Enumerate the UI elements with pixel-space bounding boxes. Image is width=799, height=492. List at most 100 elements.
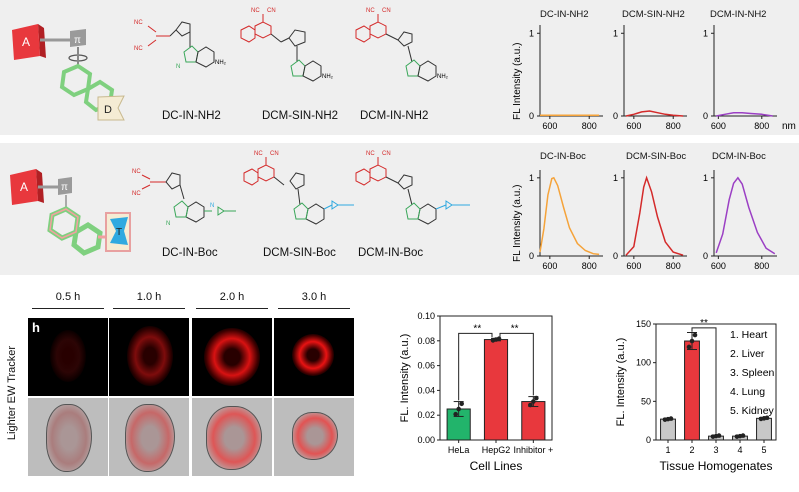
chart-title: DCM-IN-NH2 bbox=[710, 9, 767, 20]
x-tick-label: 600 bbox=[542, 121, 557, 131]
y-tick-label: 1 bbox=[703, 173, 708, 183]
legend-item: 5. Kidney bbox=[730, 405, 775, 417]
compound-label: DCM-IN-NH2 bbox=[360, 110, 429, 122]
x-tick-label: 600 bbox=[711, 261, 726, 271]
spectrum-line bbox=[625, 175, 684, 256]
data-point bbox=[534, 395, 539, 401]
spectrum-chart: 0 1 600 800 bbox=[613, 25, 687, 131]
fluorescence-image bbox=[274, 318, 354, 396]
y-tick-label: 1 bbox=[613, 28, 618, 38]
y-tick-label: 1 bbox=[703, 28, 708, 38]
data-point bbox=[740, 433, 746, 438]
chart-title: DC-IN-Boc bbox=[540, 151, 586, 162]
significance-label: ** bbox=[473, 323, 481, 334]
legend-item: 1. Heart bbox=[730, 329, 767, 341]
y-tick-label: 0.10 bbox=[417, 311, 435, 321]
compound-label: DCM-IN-Boc bbox=[358, 247, 424, 259]
x-tick-label: HepG2 bbox=[482, 445, 511, 455]
compound-label: DCM-SIN-NH2 bbox=[262, 110, 339, 122]
bar bbox=[684, 340, 700, 441]
svg-text:CN: CN bbox=[382, 8, 391, 14]
spectrum-chart: 0 1 600 800 bbox=[529, 25, 603, 131]
spectrum-line bbox=[716, 111, 773, 117]
spectrum-line bbox=[625, 110, 684, 117]
target-block: T bbox=[105, 212, 131, 252]
merged-image bbox=[192, 398, 272, 476]
structure-dc-in-nh2: NC NC NH₂ N bbox=[134, 20, 227, 70]
x-axis-label: Tissue Homogenates bbox=[660, 459, 773, 473]
merged-image bbox=[28, 398, 108, 476]
svg-text:NH₂: NH₂ bbox=[215, 60, 227, 66]
svg-text:NC: NC bbox=[251, 8, 260, 14]
legend-item: 4. Lung bbox=[730, 386, 765, 398]
data-point bbox=[764, 415, 770, 421]
svg-text:π: π bbox=[61, 182, 68, 193]
svg-text:CN: CN bbox=[270, 151, 279, 157]
structure-dcm-in-nh2: NC CN NH₂ bbox=[355, 8, 449, 82]
x-axis-label: Cell Lines bbox=[470, 459, 523, 473]
svg-text:π: π bbox=[74, 35, 81, 46]
time-underline bbox=[113, 308, 185, 309]
y-tick-label: 0.02 bbox=[417, 410, 435, 420]
spectrum-chart: 0 1 600 800 bbox=[529, 170, 603, 271]
significance-bracket bbox=[499, 332, 534, 396]
y-tick-label: 0 bbox=[703, 251, 708, 261]
y-tick-label: 50 bbox=[641, 396, 651, 406]
y-tick-label: 0.06 bbox=[417, 361, 435, 371]
significance-bracket bbox=[458, 332, 493, 401]
bar-chart: 0.00 0.02 0.04 0.06 0.08 0.10 HeLa HepG2 Inhibit… bbox=[399, 311, 553, 473]
time-underline bbox=[278, 308, 350, 309]
data-point bbox=[456, 406, 461, 412]
svg-text:A: A bbox=[20, 180, 28, 194]
structure-dc-in-boc: NC NC N N bbox=[132, 169, 236, 227]
y-tick-label: 0 bbox=[529, 251, 534, 261]
data-point bbox=[531, 399, 536, 404]
x-tick-label: 1 bbox=[665, 445, 670, 455]
x-tick-label: 4 bbox=[737, 445, 742, 455]
x-tick-label: 800 bbox=[754, 121, 769, 131]
data-point bbox=[453, 411, 458, 417]
y-axis-label: FL Intensity (a.u.) bbox=[512, 185, 523, 262]
x-tick-label: 5 bbox=[761, 445, 766, 455]
significance-label: ** bbox=[511, 323, 519, 334]
merged-image bbox=[274, 398, 354, 476]
fluorescence-image bbox=[192, 318, 272, 396]
fluorescence-image bbox=[109, 318, 189, 396]
y-tick-label: 150 bbox=[636, 319, 651, 329]
svg-text:NH₂: NH₂ bbox=[437, 74, 449, 80]
svg-text:NC: NC bbox=[134, 46, 143, 52]
compound-label: DCM-SIN-Boc bbox=[263, 247, 336, 259]
time-label: 3.0 h bbox=[301, 291, 327, 303]
y-tick-label: 0 bbox=[613, 111, 618, 121]
legend-item: 3. Spleen bbox=[730, 367, 775, 379]
y-tick-label: 0.00 bbox=[417, 435, 435, 445]
data-point bbox=[496, 336, 502, 341]
y-tick-label: 1 bbox=[529, 173, 534, 183]
x-tick-label: 600 bbox=[542, 261, 557, 271]
svg-text:NC: NC bbox=[366, 151, 375, 157]
svg-text:N: N bbox=[176, 64, 180, 70]
y-axis-label: FL. Intensity (a.u.) bbox=[399, 334, 411, 423]
y-tick-label: 1 bbox=[529, 28, 534, 38]
svg-text:N: N bbox=[210, 203, 214, 209]
svg-text:NC: NC bbox=[134, 20, 143, 26]
chart-title: DCM-SIN-Boc bbox=[626, 151, 687, 162]
chart-title: DCM-SIN-NH2 bbox=[622, 9, 685, 20]
compound-label: DC-IN-NH2 bbox=[162, 110, 221, 122]
svg-text:NC: NC bbox=[132, 191, 141, 197]
compound-label: DC-IN-Boc bbox=[162, 247, 218, 259]
x-tick-label: 800 bbox=[666, 261, 681, 271]
x-tick-label: Inhibitor + bbox=[513, 445, 553, 455]
x-tick-label: 800 bbox=[754, 261, 769, 271]
x-tick-label: 600 bbox=[626, 261, 641, 271]
structure-dcm-sin-nh2: NC CN NH₂ bbox=[240, 8, 334, 82]
spectrum-chart: 0 1 600 800 bbox=[703, 25, 777, 131]
time-label: 2.0 h bbox=[219, 291, 245, 303]
target-scheme: A π T bbox=[10, 169, 131, 256]
y-tick-label: 0 bbox=[613, 251, 618, 261]
top-panel: A π D NC NC NH₂ N DC-IN-NH2 NC CN bbox=[0, 0, 799, 135]
chart-title: DC-IN-NH2 bbox=[540, 9, 589, 20]
pi-block: π bbox=[58, 177, 72, 195]
pi-block: π bbox=[70, 29, 86, 47]
